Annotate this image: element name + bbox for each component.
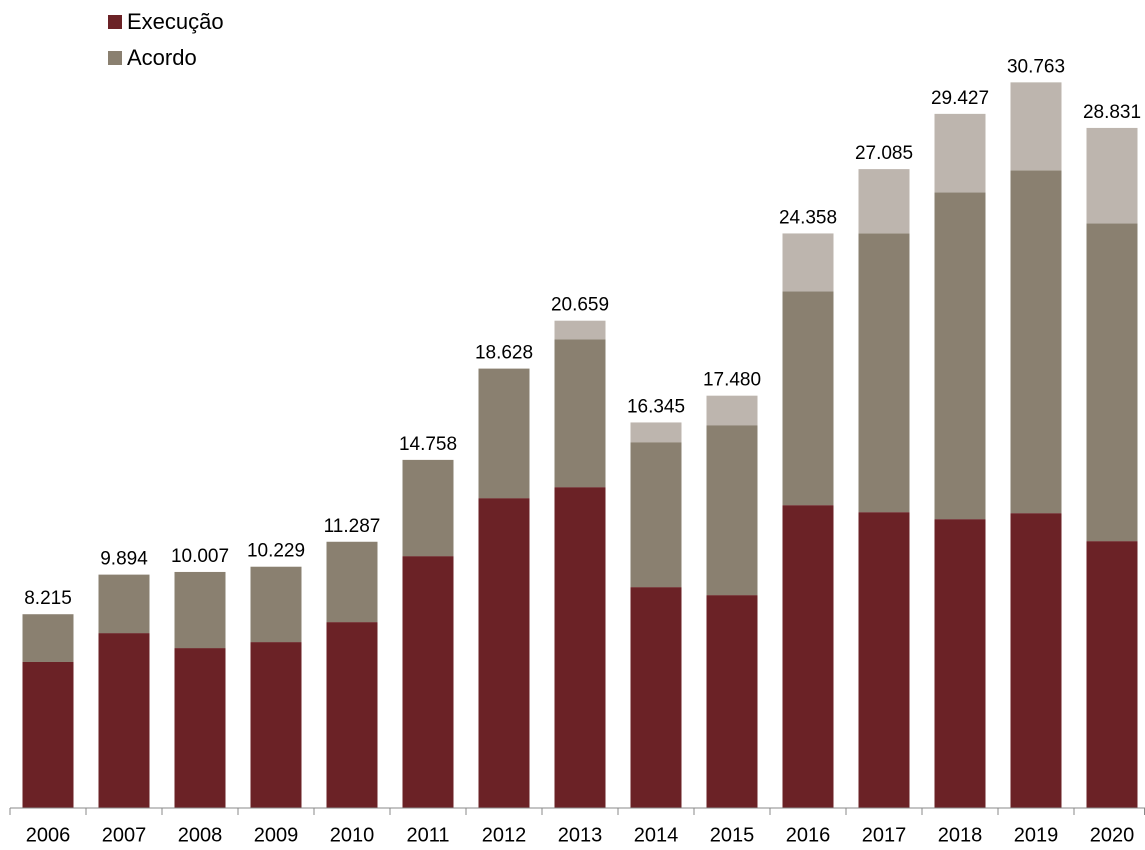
bar-segment	[858, 169, 910, 234]
x-tick-label: 2009	[254, 824, 299, 846]
bar-segment	[630, 587, 682, 808]
bar-segment	[174, 648, 226, 808]
bar-segment	[554, 487, 606, 808]
total-label: 24.358	[779, 207, 837, 228]
x-tick-label: 2010	[330, 824, 375, 846]
bar-segment	[402, 556, 454, 808]
total-label: 9.894	[100, 549, 148, 570]
bar-segment	[782, 291, 834, 506]
bar-segment	[706, 595, 758, 808]
bar-segment	[402, 459, 454, 557]
legend-swatch	[108, 15, 122, 29]
bar-segment	[706, 395, 758, 426]
total-label: 29.427	[931, 88, 989, 109]
bar-segment	[22, 661, 74, 808]
bar-segment	[706, 425, 758, 596]
bar-segment	[98, 574, 150, 634]
total-label: 10.229	[247, 541, 305, 562]
bar-segment	[858, 512, 910, 808]
bar-segment	[174, 571, 226, 649]
bar-segment	[1010, 82, 1062, 171]
total-label: 28.831	[1083, 102, 1141, 123]
total-label: 17.480	[703, 370, 761, 391]
bar-segment	[934, 113, 986, 193]
x-tick-label: 2018	[938, 824, 983, 846]
x-tick-label: 2007	[102, 824, 147, 846]
bar-segment	[1086, 223, 1138, 542]
bar-segment	[934, 519, 986, 808]
x-tick-label: 2017	[862, 824, 907, 846]
bar-segment	[326, 622, 378, 808]
bar-segment	[782, 505, 834, 808]
x-tick-label: 2019	[1014, 824, 1059, 846]
bar-segment	[98, 633, 150, 808]
x-tick-label: 2008	[178, 824, 223, 846]
x-tick-label: 2016	[786, 824, 831, 846]
x-tick-label: 2006	[26, 824, 71, 846]
bar-segment	[630, 442, 682, 588]
bar-segment	[1086, 541, 1138, 808]
x-tick-label: 2011	[406, 824, 449, 846]
legend-label: Acordo	[127, 45, 197, 70]
total-label: 11.287	[324, 516, 381, 537]
x-tick-label: 2020	[1090, 824, 1135, 846]
legend-swatch	[108, 51, 122, 65]
bar-segment	[782, 233, 834, 292]
bar-segment	[22, 614, 74, 662]
total-label: 27.085	[855, 143, 913, 164]
bar-segment	[554, 320, 606, 340]
total-label: 10.007	[171, 546, 229, 567]
total-label: 8.215	[24, 588, 72, 609]
bar-segment	[554, 339, 606, 488]
bar-segment	[630, 422, 682, 443]
bar-segment	[326, 541, 378, 623]
bar-segment	[858, 233, 910, 513]
x-tick-label: 2014	[634, 824, 679, 846]
bar-segment	[1086, 127, 1138, 224]
bar-segment	[478, 368, 530, 499]
bar-segment	[250, 566, 302, 643]
bar-segment	[934, 192, 986, 520]
bar-segment	[250, 642, 302, 808]
x-tick-label: 2012	[482, 824, 527, 846]
x-tick-label: 2015	[710, 824, 755, 846]
total-label: 20.659	[551, 295, 609, 316]
bar-segment	[1010, 170, 1062, 514]
total-label: 16.345	[627, 396, 685, 417]
total-label: 14.758	[399, 434, 457, 455]
total-label: 18.628	[475, 343, 533, 364]
bar-segment	[478, 498, 530, 808]
total-label: 30.763	[1007, 56, 1065, 77]
legend-label: Execução	[127, 9, 224, 34]
x-tick-label: 2013	[558, 824, 603, 846]
bar-segment	[1010, 513, 1062, 808]
